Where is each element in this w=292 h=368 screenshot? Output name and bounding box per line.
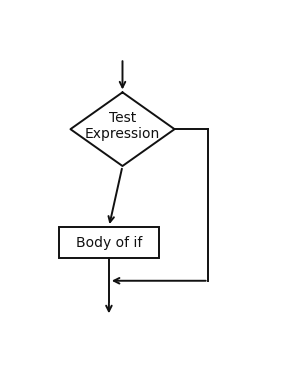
Text: Test
Expression: Test Expression (85, 111, 160, 141)
Bar (59, 227, 159, 258)
Text: Body of if: Body of if (76, 236, 142, 250)
